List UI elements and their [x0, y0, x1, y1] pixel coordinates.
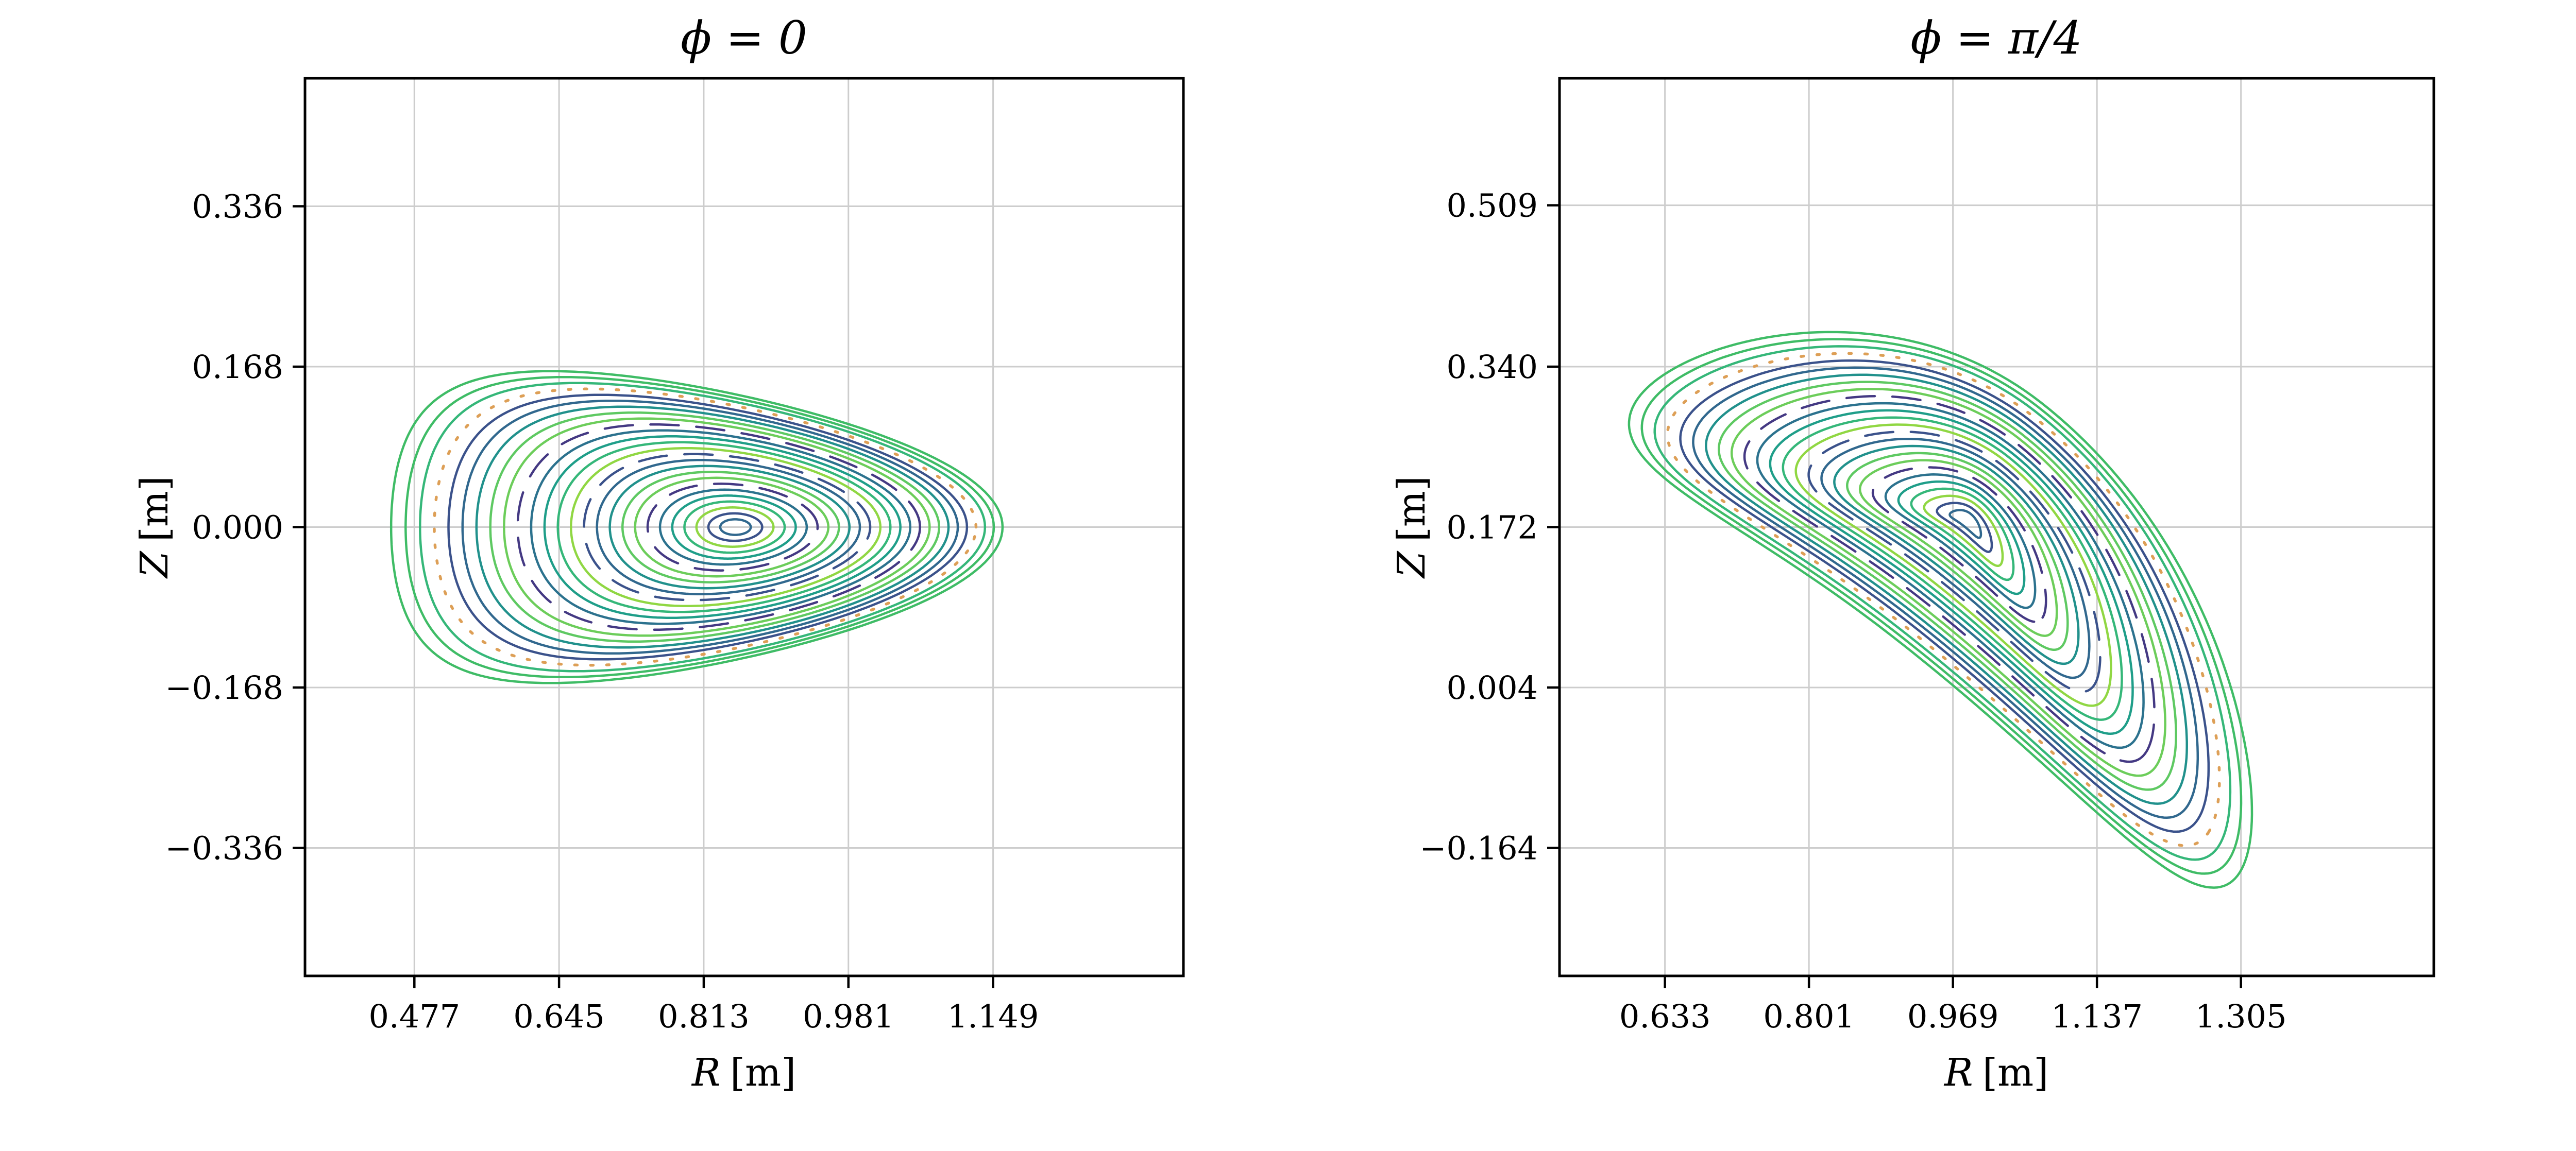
- x-tick-label: 0.801: [1763, 998, 1855, 1035]
- x-tick-label: 0.645: [513, 998, 605, 1035]
- plot1-y-axis-label: Z [m]: [132, 476, 177, 578]
- y-variable: Z: [1389, 551, 1434, 578]
- x-tick-label: 0.969: [1907, 998, 1999, 1035]
- y-tick-label: −0.168: [165, 669, 283, 707]
- x-variable: R: [1944, 1051, 1973, 1095]
- x-tick-label: 1.137: [2051, 998, 2143, 1035]
- plot-area-poincare-section-phi-pi-4: 0.633 0.801 0.969 1.137 1.305 0.509 0.340 0.172…: [1420, 77, 2435, 1035]
- plot2-x-axis-label: R [m]: [1944, 1051, 2048, 1095]
- y-tick-label: 0.336: [192, 187, 284, 225]
- y-tick-label: 0.168: [192, 348, 284, 386]
- plot1-x-axis-label: R [m]: [692, 1051, 796, 1095]
- plot2-title: ϕ = π/4: [1910, 11, 2082, 64]
- plot-area-poincare-section-phi-0: 0.477 0.645 0.813 0.981 1.149 0.336 0.168 0.000…: [165, 77, 1185, 1035]
- x-tick-label: 0.981: [803, 998, 894, 1035]
- y-tick-label: −0.336: [165, 830, 283, 867]
- y-unit: [m]: [132, 476, 177, 542]
- x-tick-label: 0.477: [369, 998, 461, 1035]
- x-variable: R: [691, 1051, 721, 1095]
- x-unit: [m]: [1982, 1051, 2049, 1095]
- y-tick-label: 0.000: [192, 509, 284, 546]
- y-tick-label: 0.004: [1447, 669, 1538, 707]
- y-tick-label: 0.509: [1447, 187, 1538, 225]
- y-tick-label: 0.340: [1447, 348, 1538, 386]
- plot2-y-axis-label: Z [m]: [1389, 476, 1434, 578]
- y-tick-label: −0.164: [1420, 830, 1538, 867]
- x-tick-label: 1.149: [947, 998, 1039, 1035]
- x-tick-label: 1.305: [2195, 998, 2287, 1035]
- x-tick-label: 0.813: [658, 998, 750, 1035]
- plot1-title: ϕ = 0: [681, 11, 807, 64]
- x-unit: [m]: [730, 1051, 796, 1095]
- y-variable: Z: [132, 551, 177, 578]
- y-tick-label: 0.172: [1447, 509, 1538, 546]
- x-tick-label: 0.633: [1619, 998, 1711, 1035]
- y-unit: [m]: [1389, 476, 1434, 542]
